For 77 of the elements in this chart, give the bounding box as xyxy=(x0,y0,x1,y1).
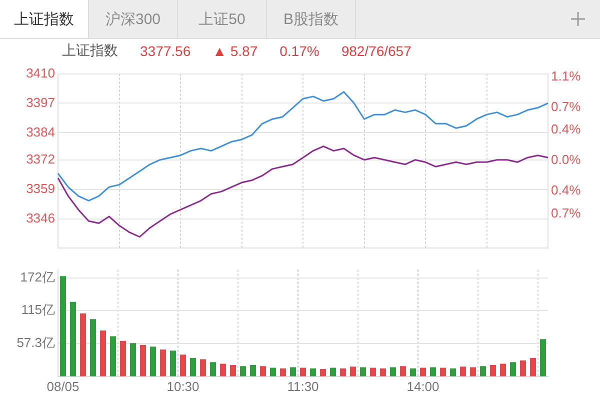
bar xyxy=(80,313,86,376)
bar xyxy=(240,366,246,376)
y2-tick-label: 1.1% xyxy=(551,68,582,84)
bar xyxy=(200,359,206,376)
bar xyxy=(70,302,76,376)
text: B股指数 xyxy=(267,0,356,38)
y2-tick-label: 0.7% xyxy=(551,206,582,221)
text: 0.17% xyxy=(280,43,320,59)
bar xyxy=(210,362,216,376)
bar xyxy=(330,368,336,376)
bar xyxy=(90,319,96,376)
bar xyxy=(440,368,446,376)
bar xyxy=(130,343,136,376)
x-tick-label: 14:00 xyxy=(406,378,440,394)
bar xyxy=(510,362,516,376)
bar xyxy=(320,368,326,376)
bar xyxy=(110,336,116,376)
bar xyxy=(140,344,146,376)
text: 982/76/657 xyxy=(341,43,412,59)
y-tick-label: 172亿 xyxy=(20,269,55,284)
bar xyxy=(310,368,316,376)
bar xyxy=(280,368,286,376)
bar xyxy=(470,367,476,376)
bar xyxy=(460,366,466,376)
bar xyxy=(410,368,416,376)
x-tick-label: 08/05 xyxy=(46,378,80,394)
bar xyxy=(230,364,236,376)
text: 沪深300 xyxy=(89,0,178,38)
y2-tick-label: 0.0% xyxy=(551,152,582,168)
text: ▲ 5.87 xyxy=(212,43,258,59)
bar xyxy=(400,366,406,376)
bar xyxy=(430,367,436,376)
y-tick-label: 3384 xyxy=(26,124,55,140)
bar xyxy=(160,349,166,376)
y-tick-label: 3372 xyxy=(26,151,55,166)
y-tick-label: 115亿 xyxy=(21,302,55,318)
bar xyxy=(220,364,226,376)
bar xyxy=(420,368,426,376)
y-tick-label: 3397 xyxy=(26,94,55,110)
x-tick-label: 11:30 xyxy=(287,378,319,394)
bar xyxy=(120,340,126,376)
y-tick-label: 57.3亿 xyxy=(16,335,55,350)
bar xyxy=(490,364,496,376)
y2-tick-label: 0.4% xyxy=(551,182,582,198)
bar xyxy=(250,364,256,376)
bar xyxy=(300,368,306,376)
chart-title: 上证指数 xyxy=(62,42,118,60)
bar xyxy=(150,346,156,376)
bar xyxy=(270,368,276,376)
bar xyxy=(360,367,366,376)
bar xyxy=(370,368,376,376)
bar xyxy=(390,367,396,376)
bar xyxy=(100,330,106,376)
bar xyxy=(450,368,456,376)
text: 上证指数 xyxy=(0,0,89,38)
bar xyxy=(260,366,266,376)
bar xyxy=(530,358,536,376)
y2-tick-label: 0.4% xyxy=(551,122,582,137)
bar xyxy=(180,354,186,376)
bar xyxy=(380,368,386,376)
bar xyxy=(60,276,66,376)
bar xyxy=(350,366,356,376)
text: 3377.56 xyxy=(140,43,191,59)
bar xyxy=(480,366,486,376)
y-tick-label: 3410 xyxy=(26,65,55,80)
bar xyxy=(520,360,526,376)
y-tick-label: 3346 xyxy=(26,210,55,226)
bar xyxy=(170,350,176,376)
bar xyxy=(500,364,506,376)
text: 上证50 xyxy=(178,0,267,38)
y2-tick-label: 0.7% xyxy=(551,98,582,114)
bar xyxy=(190,358,196,376)
y-tick-label: 3359 xyxy=(26,180,55,196)
bar xyxy=(540,339,546,376)
x-tick-label: 10:30 xyxy=(166,378,200,394)
bar xyxy=(340,368,346,376)
bar xyxy=(290,367,296,376)
